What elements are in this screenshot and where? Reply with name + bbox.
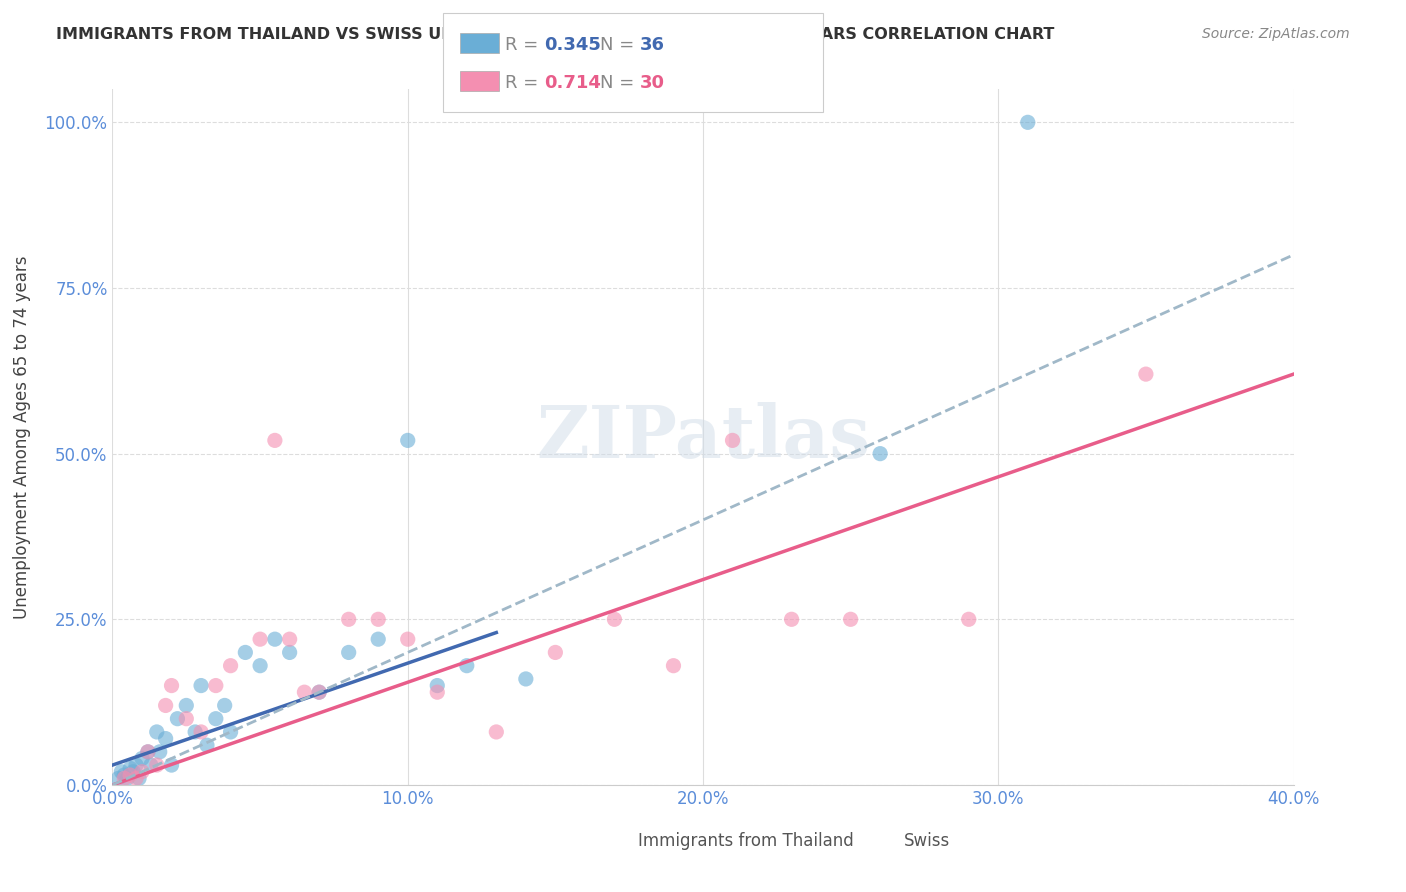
Point — [264, 434, 287, 448]
Point — [367, 612, 389, 626]
Point — [155, 698, 177, 713]
Point — [214, 698, 236, 713]
Point — [292, 685, 315, 699]
Point — [112, 772, 135, 786]
Point — [337, 612, 360, 626]
Text: Swiss: Swiss — [904, 831, 950, 849]
Point — [839, 612, 862, 626]
Point — [149, 745, 172, 759]
Text: R =: R = — [505, 74, 538, 92]
Text: ZIPatlas: ZIPatlas — [536, 401, 870, 473]
Point — [249, 632, 271, 647]
Point — [139, 758, 162, 772]
Point — [174, 698, 197, 713]
Point — [128, 772, 150, 786]
Text: R =: R = — [505, 36, 538, 54]
Text: Immigrants from Thailand: Immigrants from Thailand — [638, 831, 853, 849]
Text: N =: N = — [600, 74, 634, 92]
Point — [308, 685, 330, 699]
Point — [662, 658, 685, 673]
Point — [184, 725, 207, 739]
Point — [869, 447, 891, 461]
Point — [125, 772, 148, 786]
Point — [120, 761, 142, 775]
Text: Source: ZipAtlas.com: Source: ZipAtlas.com — [1202, 27, 1350, 41]
Text: 36: 36 — [640, 36, 665, 54]
Point — [264, 632, 287, 647]
Text: 30: 30 — [640, 74, 665, 92]
Point — [146, 725, 169, 739]
FancyBboxPatch shape — [869, 834, 898, 847]
Point — [278, 645, 301, 659]
Point — [112, 768, 135, 782]
Point — [160, 758, 183, 772]
Point — [515, 672, 537, 686]
Point — [136, 745, 159, 759]
Point — [190, 679, 212, 693]
Point — [195, 738, 218, 752]
Text: 0.714: 0.714 — [544, 74, 600, 92]
Point — [426, 679, 449, 693]
Y-axis label: Unemployment Among Ages 65 to 74 years: Unemployment Among Ages 65 to 74 years — [13, 255, 31, 619]
Point — [396, 632, 419, 647]
Point — [190, 725, 212, 739]
Point — [110, 764, 132, 779]
Point — [166, 712, 188, 726]
Point — [117, 772, 138, 786]
Point — [160, 679, 183, 693]
FancyBboxPatch shape — [603, 834, 633, 847]
Point — [120, 768, 142, 782]
Point — [233, 645, 256, 659]
Point — [122, 764, 145, 779]
Point — [426, 685, 449, 699]
Point — [205, 679, 228, 693]
Point — [249, 658, 271, 673]
Text: 0.345: 0.345 — [544, 36, 600, 54]
Text: IMMIGRANTS FROM THAILAND VS SWISS UNEMPLOYMENT AMONG AGES 65 TO 74 YEARS CORRELA: IMMIGRANTS FROM THAILAND VS SWISS UNEMPL… — [56, 27, 1054, 42]
Point — [456, 658, 478, 673]
Point — [205, 712, 228, 726]
Point — [155, 731, 177, 746]
Point — [1017, 115, 1039, 129]
Point — [219, 658, 242, 673]
Point — [308, 685, 330, 699]
Point — [544, 645, 567, 659]
Point — [1135, 367, 1157, 381]
Point — [721, 434, 744, 448]
Point — [131, 764, 153, 779]
Point — [131, 751, 153, 765]
Point — [219, 725, 242, 739]
Point — [278, 632, 301, 647]
Point — [125, 758, 148, 772]
Point — [780, 612, 803, 626]
Text: N =: N = — [600, 36, 634, 54]
Point — [107, 772, 129, 786]
Point — [136, 745, 159, 759]
Point — [396, 434, 419, 448]
Point — [603, 612, 626, 626]
Point — [367, 632, 389, 647]
Point — [485, 725, 508, 739]
Point — [174, 712, 197, 726]
Point — [957, 612, 980, 626]
Point — [337, 645, 360, 659]
Point — [146, 758, 169, 772]
